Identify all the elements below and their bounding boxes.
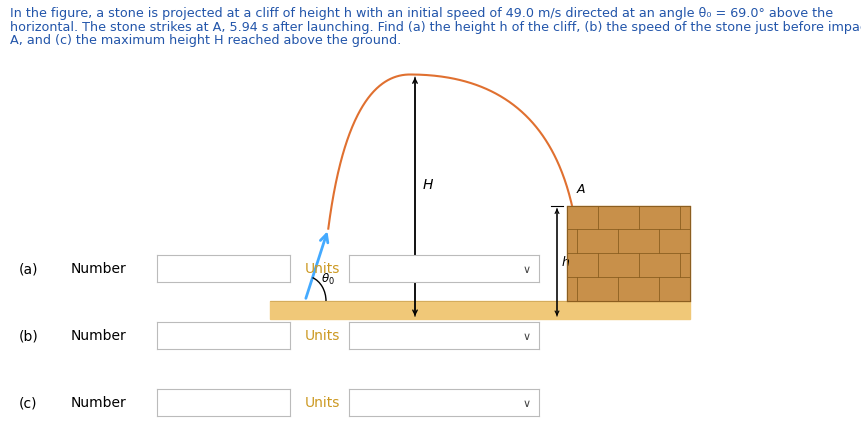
Text: Units: Units: [304, 262, 339, 276]
Text: A, and (c) the maximum height H reached above the ground.: A, and (c) the maximum height H reached …: [10, 34, 401, 47]
Text: A: A: [576, 183, 585, 196]
Text: h: h: [561, 256, 569, 269]
Text: Units: Units: [304, 396, 339, 410]
Text: horizontal. The stone strikes at A, 5.94 s after launching. Find (a) the height : horizontal. The stone strikes at A, 5.94…: [10, 21, 861, 34]
Text: ∨: ∨: [523, 265, 530, 274]
Text: i: i: [144, 396, 147, 409]
Text: i: i: [144, 329, 147, 342]
Text: i: i: [144, 261, 147, 275]
Text: Number: Number: [71, 329, 127, 343]
Text: $\theta_0$: $\theta_0$: [320, 272, 334, 287]
Text: Number: Number: [71, 396, 127, 410]
Text: (a): (a): [19, 262, 39, 276]
Text: ∨: ∨: [523, 399, 530, 409]
Text: (b): (b): [19, 329, 39, 343]
Bar: [269, 301, 689, 319]
Text: H: H: [423, 178, 433, 192]
Bar: [567, 206, 689, 301]
Text: In the figure, a stone is projected at a cliff of height h with an initial speed: In the figure, a stone is projected at a…: [10, 7, 833, 20]
Text: Number: Number: [71, 262, 127, 276]
Text: Units: Units: [304, 329, 339, 343]
Text: ∨: ∨: [523, 332, 530, 342]
Text: (c): (c): [19, 396, 37, 410]
